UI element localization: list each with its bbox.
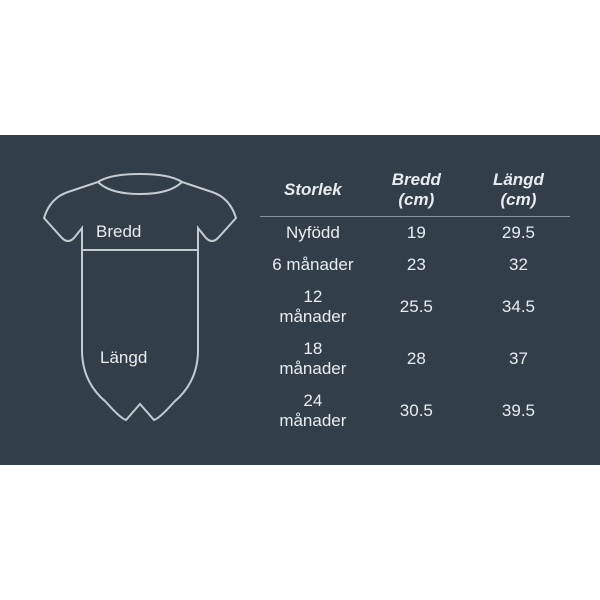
table-header-row: Storlek Bredd (cm) Längd (cm) [260,164,570,217]
diagram-width-label: Bredd [96,222,141,242]
table-row: 6 månader 23 32 [260,249,570,281]
col-length: Längd (cm) [467,164,570,217]
table-row: 24 månader 30.5 39.5 [260,385,570,437]
garment-diagram: Bredd Längd [40,170,240,430]
onesie-outline-icon [40,170,240,430]
col-size: Storlek [260,164,366,217]
size-chart-panel: Bredd Längd Storlek Bredd (cm) Längd (cm… [0,135,600,465]
table-row: 18 månader 28 37 [260,333,570,385]
col-width: Bredd (cm) [366,164,467,217]
diagram-length-label: Längd [100,348,147,368]
size-table: Storlek Bredd (cm) Längd (cm) Nyfödd 19 … [260,164,570,437]
table-row: 12 månader 25.5 34.5 [260,281,570,333]
table-row: Nyfödd 19 29.5 [260,216,570,249]
